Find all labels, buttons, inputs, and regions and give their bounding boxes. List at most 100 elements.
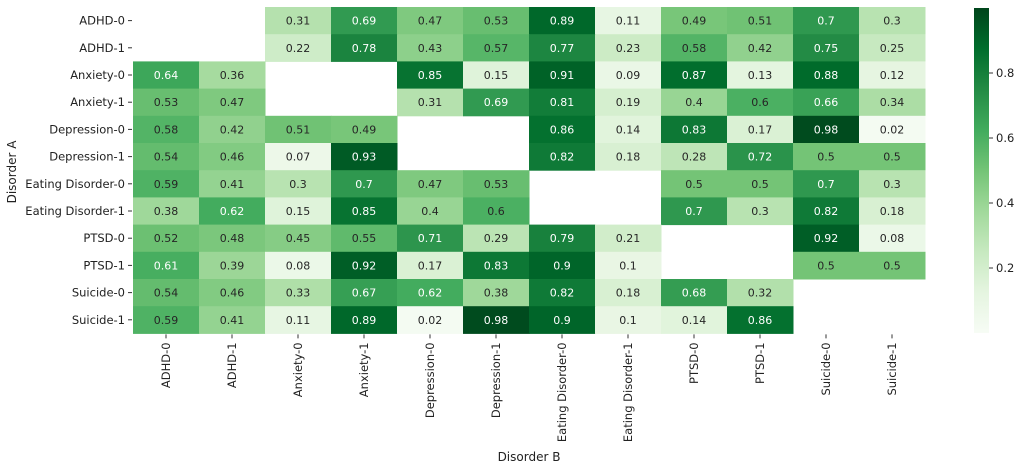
x-tick-label: Eating Disorder-0 [555,342,569,442]
cell-value-label: 0.77 [550,42,575,55]
heatmap-cell [133,115,200,144]
cell-value-label: 0.93 [352,151,377,164]
cell-value-label: 0.25 [880,42,905,55]
cell-value-label: 0.61 [154,259,179,272]
cell-value-label: 0.71 [418,232,443,245]
cell-value-label: 0.32 [748,287,773,300]
cell-value-label: 0.69 [484,96,509,109]
heatmap-cell [661,34,728,62]
heatmap-cell [265,279,332,307]
cell-value-label: 0.47 [220,96,245,109]
heatmap-cell [595,34,662,62]
cell-value-label: 0.46 [220,151,245,164]
cell-value-label: 0.66 [814,96,839,109]
cell-value-label: 0.89 [550,15,575,28]
cell-value-label: 0.78 [352,42,377,55]
heatmap-cell [529,115,596,144]
y-tick-labels: ADHD-0 ADHD-1 Anxiety-0 Anxiety-1 Depression… [25,14,132,327]
heatmap-cell [463,279,530,307]
heatmap-cell [529,143,596,171]
cell-value-label: 0.29 [484,232,509,245]
heatmap-cell [859,34,926,62]
heatmap-cell [793,7,860,35]
heatmap-cell [727,197,794,226]
cell-value-label: 0.5 [685,178,703,191]
heatmap-cell [661,306,728,334]
cell-value-label: 0.5 [817,151,835,164]
heatmap-cell [331,115,398,144]
heatmap-cell [859,143,926,171]
heatmap-cell [859,61,926,90]
heatmap-cell [265,7,332,35]
cell-value-label: 0.53 [484,178,509,191]
heatmap-cell [331,170,398,198]
x-tick-labels: ADHD-0 ADHD-1 Anxiety-0 Anxiety-1 Depression… [159,334,899,442]
cell-value-label: 0.98 [814,123,839,136]
cell-value-label: 0.7 [817,178,835,191]
cell-value-label: 0.18 [880,205,905,218]
x-tick-label: Depression-1 [489,342,503,418]
cell-value-label: 0.55 [352,232,377,245]
y-tick-label: Depression-1 [49,150,125,164]
heatmap-cell [463,61,530,90]
cell-value-label: 0.67 [352,287,377,300]
heatmap-cell [595,251,662,280]
cell-value-label: 0.92 [352,259,377,272]
heatmap-cell [793,61,860,90]
cell-value-label: 0.14 [682,314,707,327]
heatmap-cell [199,143,266,171]
heatmap-cell [727,306,794,334]
heatmap-cell [793,251,860,280]
cell-value-label: 0.64 [154,69,179,82]
heatmap-cell [133,224,200,253]
cell-value-label: 0.46 [220,287,245,300]
heatmap-cell [595,88,662,117]
cell-value-label: 0.7 [685,205,703,218]
cell-value-label: 0.68 [682,287,707,300]
x-tick-label: Eating Disorder-1 [621,342,635,442]
y-axis-label: Disorder A [5,140,19,204]
cell-value-label: 0.22 [286,42,311,55]
cell-value-label: 0.54 [154,151,179,164]
y-tick-label: PTSD-0 [83,231,125,245]
cell-value-label: 0.6 [487,205,505,218]
heatmap-cell [793,170,860,198]
heatmap-cell [199,279,266,307]
cell-value-label: 0.28 [682,151,707,164]
heatmap-cell [529,88,596,117]
cell-value-label: 0.13 [748,69,773,82]
cell-value-label: 0.9 [553,259,571,272]
cell-value-label: 0.79 [550,232,575,245]
heatmap-cell [727,61,794,90]
heatmap-cell [529,224,596,253]
heatmap-cell [265,197,332,226]
heatmap-cell [397,224,464,253]
cell-value-label: 0.69 [352,15,377,28]
cell-value-label: 0.83 [484,259,509,272]
heatmap-cell [397,88,464,117]
heatmap-cell [793,143,860,171]
heatmap-cell [331,143,398,171]
cell-value-label: 0.42 [220,123,245,136]
cell-value-label: 0.53 [484,15,509,28]
cell-value-label: 0.6 [751,96,769,109]
heatmap-cell [199,88,266,117]
cell-value-label: 0.33 [286,287,311,300]
heatmap-cell [331,251,398,280]
heatmap-cells: 0.31 0.69 0.47 0.53 0.89 0.11 0.49 0.51 0.7 0.3 0.… [133,7,926,334]
heatmap-cell [661,115,728,144]
heatmap-cell [133,279,200,307]
heatmap-cell [793,115,860,144]
cell-value-label: 0.85 [418,69,443,82]
y-tick-label: Suicide-1 [72,313,125,327]
cell-value-label: 0.9 [553,314,571,327]
cell-value-label: 0.3 [883,15,901,28]
cell-value-label: 0.72 [748,151,773,164]
heatmap-cell [859,251,926,280]
cell-value-label: 0.81 [550,96,575,109]
heatmap-cell [463,170,530,198]
cell-value-label: 0.14 [616,123,641,136]
heatmap-cell [265,224,332,253]
y-tick-label: Eating Disorder-1 [25,204,125,218]
cell-value-label: 0.88 [814,69,839,82]
